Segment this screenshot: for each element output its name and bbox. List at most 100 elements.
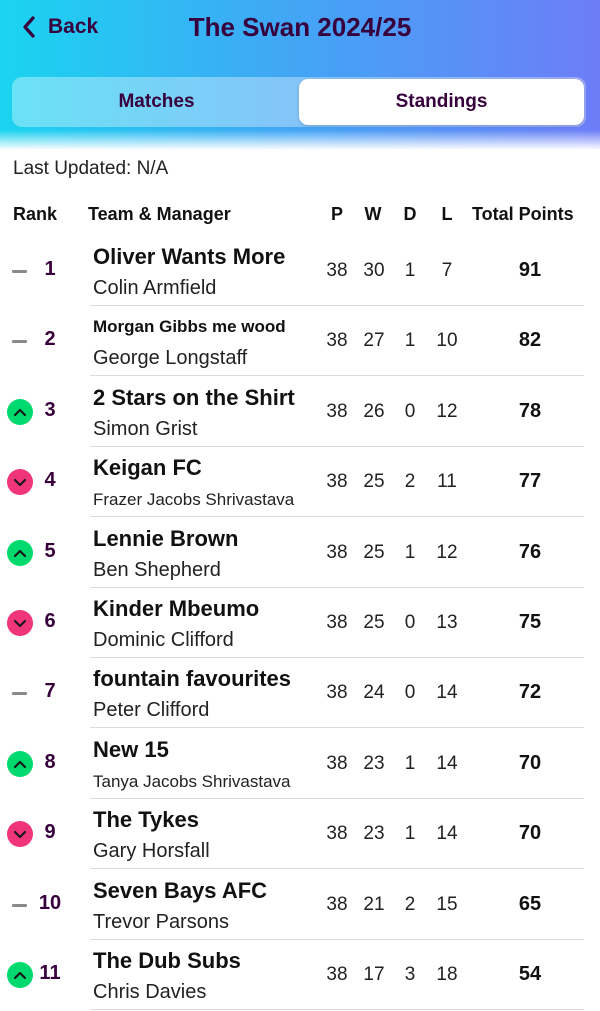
manager-name: Tanya Jacobs Shrivastava bbox=[93, 771, 291, 791]
team-name: The Tykes bbox=[93, 807, 199, 833]
won-value: 27 bbox=[363, 330, 385, 352]
team-name: Keigan FC bbox=[93, 455, 202, 481]
lost-value: 10 bbox=[436, 330, 458, 352]
rank-down-icon bbox=[7, 469, 33, 496]
manager-name: Chris Davies bbox=[93, 981, 207, 1003]
total-points-value: 65 bbox=[518, 892, 542, 915]
lost-value: 7 bbox=[441, 260, 453, 281]
team-name: 2 Stars on the Shirt bbox=[93, 384, 295, 410]
drawn-value: 0 bbox=[404, 400, 416, 422]
lost-value: 14 bbox=[436, 752, 458, 774]
rank-down-icon bbox=[7, 610, 33, 636]
tab-standings[interactable]: Standings bbox=[299, 79, 584, 125]
table-row[interactable]: 8 New 15 Tanya Jacobs Shrivastava 38 23 1 14 70 bbox=[0, 729, 600, 799]
column-header-played: P bbox=[330, 204, 343, 224]
rank-number: 8 bbox=[44, 750, 56, 773]
lost-value: 12 bbox=[436, 541, 458, 563]
drawn-value: 3 bbox=[404, 964, 416, 985]
column-header-team: Team & Manager bbox=[88, 204, 231, 224]
lost-value: 11 bbox=[437, 471, 457, 493]
total-points-value: 70 bbox=[518, 751, 542, 774]
table-row[interactable]: 9 The Tykes Gary Horsfall 38 23 1 14 70 bbox=[0, 799, 600, 870]
row-divider bbox=[90, 586, 584, 588]
table-row[interactable]: 1 Oliver Wants More Colin Armfield 38 30 1 7 91 bbox=[0, 236, 600, 306]
drawn-value: 1 bbox=[404, 752, 416, 774]
team-name: Kinder Mbeumo bbox=[93, 596, 260, 621]
team-name: Morgan Gibbs me wood bbox=[93, 317, 286, 337]
team-name: fountain favourites bbox=[93, 666, 292, 692]
table-row[interactable]: 4 Keigan FC Frazer Jacobs Shrivastava 38 25 2… bbox=[0, 447, 600, 518]
team-name: Oliver Wants More bbox=[93, 244, 286, 269]
won-value: 30 bbox=[363, 260, 385, 281]
row-divider bbox=[90, 445, 584, 447]
manager-name: Ben Shepherd bbox=[93, 558, 221, 581]
played-value: 38 bbox=[326, 752, 348, 774]
row-divider bbox=[90, 657, 584, 658]
column-header-drawn: D bbox=[403, 204, 417, 224]
team-name: The Dub Subs bbox=[93, 948, 241, 973]
rank-number: 10 bbox=[38, 891, 62, 914]
rank-same-icon bbox=[12, 340, 27, 344]
won-value: 24 bbox=[363, 682, 385, 704]
column-header-won: W bbox=[364, 204, 382, 224]
drawn-value: 2 bbox=[404, 893, 416, 915]
table-row[interactable]: 3 2 Stars on the Shirt Simon Grist 38 26 0 12 7… bbox=[0, 377, 600, 447]
total-points-value: 72 bbox=[518, 681, 542, 704]
row-divider bbox=[90, 516, 584, 518]
drawn-value: 1 bbox=[404, 823, 416, 845]
team-name: Lennie Brown bbox=[93, 525, 239, 551]
won-value: 23 bbox=[363, 752, 385, 774]
table-row[interactable]: 5 Lennie Brown Ben Shepherd 38 25 1 12 76 bbox=[0, 518, 600, 588]
rank-number: 6 bbox=[44, 610, 56, 632]
won-value: 26 bbox=[363, 400, 385, 422]
lost-value: 18 bbox=[436, 964, 458, 985]
total-points-value: 54 bbox=[518, 963, 542, 985]
drawn-value: 1 bbox=[404, 330, 416, 352]
table-row[interactable]: 10 Seven Bays AFC Trevor Parsons 38 21 2 15 65 bbox=[0, 870, 600, 940]
total-points-value: 91 bbox=[518, 259, 542, 281]
app-header bbox=[0, 0, 600, 150]
column-header-lost: L bbox=[441, 204, 453, 224]
table-row[interactable]: 11 The Dub Subs Chris Davies 38 17 3 18 54 bbox=[0, 940, 600, 1010]
played-value: 38 bbox=[326, 471, 348, 493]
total-points-value: 70 bbox=[518, 822, 542, 845]
played-value: 38 bbox=[326, 612, 348, 633]
lost-value: 13 bbox=[436, 612, 458, 633]
drawn-value: 0 bbox=[404, 682, 416, 704]
back-label: Back bbox=[48, 15, 99, 38]
tab-matches[interactable]: Matches bbox=[118, 91, 195, 112]
row-divider bbox=[90, 305, 584, 306]
rank-number: 5 bbox=[44, 539, 56, 562]
row-divider bbox=[90, 727, 584, 729]
rank-number: 2 bbox=[44, 328, 56, 351]
won-value: 25 bbox=[363, 541, 385, 563]
manager-name: Simon Grist bbox=[93, 417, 198, 440]
won-value: 25 bbox=[363, 612, 385, 633]
row-divider bbox=[90, 1009, 584, 1010]
team-name: Seven Bays AFC bbox=[93, 877, 268, 903]
back-button[interactable]: Back bbox=[22, 12, 98, 42]
rank-number: 7 bbox=[44, 680, 56, 703]
rank-number: 9 bbox=[44, 821, 56, 844]
played-value: 38 bbox=[326, 541, 348, 563]
rank-up-icon bbox=[7, 750, 33, 777]
table-row[interactable]: 6 Kinder Mbeumo Dominic Clifford 38 25 0 13 75 bbox=[0, 588, 600, 658]
column-header-points: Total Points bbox=[472, 204, 574, 224]
won-value: 23 bbox=[363, 823, 385, 845]
lost-value: 15 bbox=[436, 893, 458, 915]
drawn-value: 1 bbox=[404, 260, 416, 281]
won-value: 21 bbox=[363, 893, 385, 915]
manager-name: Peter Clifford bbox=[93, 699, 210, 722]
played-value: 38 bbox=[326, 964, 348, 985]
table-row[interactable]: 7 fountain favourites Peter Clifford 38 24 0 1… bbox=[0, 658, 600, 729]
rank-number: 3 bbox=[44, 398, 56, 421]
tab-bar: Matches Standings bbox=[12, 77, 586, 127]
rank-down-icon bbox=[7, 821, 33, 848]
manager-name: Colin Armfield bbox=[93, 277, 217, 299]
won-value: 25 bbox=[363, 471, 385, 493]
row-divider bbox=[90, 938, 584, 940]
column-header-rank: Rank bbox=[13, 204, 58, 224]
rank-same-icon bbox=[12, 692, 27, 696]
lost-value: 12 bbox=[436, 400, 458, 422]
table-row[interactable]: 2 Morgan Gibbs me wood George Longstaff 38 2… bbox=[0, 306, 600, 377]
